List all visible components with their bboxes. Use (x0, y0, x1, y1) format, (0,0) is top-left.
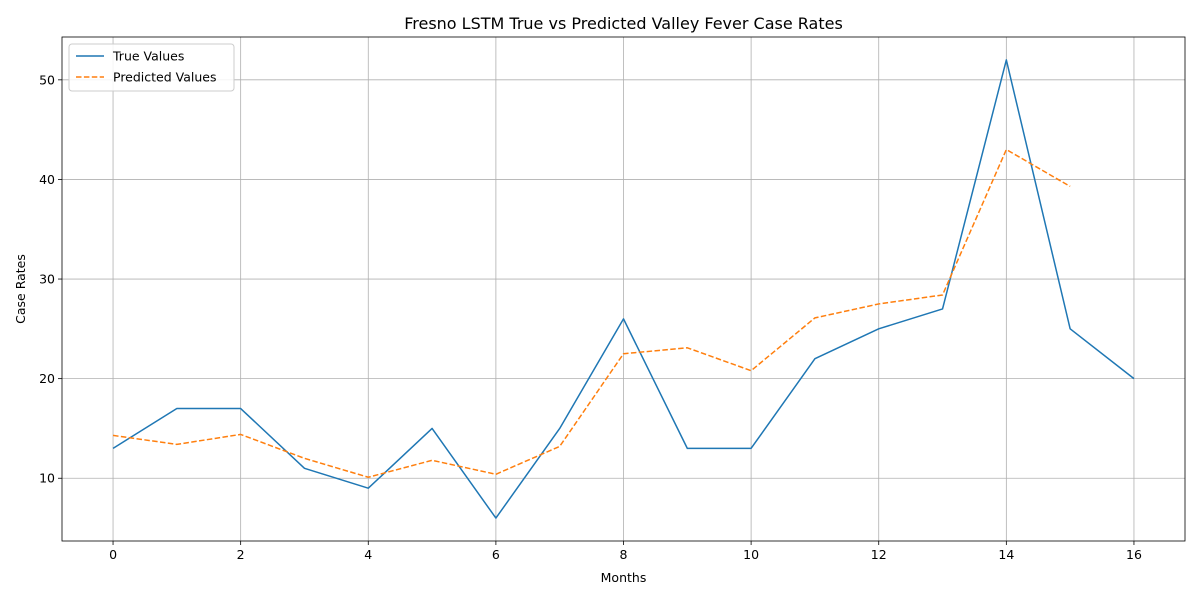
series-line-predicted (112, 148, 1071, 478)
x-tick-label: 2 (237, 547, 245, 562)
y-axis-label: Case Rates (13, 254, 28, 324)
x-tick-label: 4 (364, 547, 372, 562)
x-tick-label: 0 (109, 547, 117, 562)
series-line-true (112, 59, 1135, 519)
y-tick-label: 10 (39, 471, 55, 486)
y-tick-label: 50 (39, 72, 55, 87)
x-tick-label: 12 (871, 547, 887, 562)
y-tick-label: 20 (39, 371, 55, 386)
x-tick-label: 8 (620, 547, 628, 562)
x-axis-label: Months (601, 570, 647, 585)
legend-label: Predicted Values (113, 70, 217, 85)
chart-title: Fresno LSTM True vs Predicted Valley Fev… (404, 14, 843, 33)
series-lines (112, 59, 1135, 519)
axis-ticks: 0 2 4 6 8 10 12 14 16 10 20 30 40 50 (39, 72, 1142, 562)
y-tick-label: 30 (39, 272, 55, 287)
grid (62, 37, 1185, 541)
x-tick-label: 10 (743, 547, 759, 562)
legend-label: True Values (112, 49, 184, 64)
legend: True Values Predicted Values (68, 43, 235, 92)
legend-box (68, 43, 235, 92)
x-tick-label: 16 (1126, 547, 1142, 562)
x-tick-label: 6 (492, 547, 500, 562)
x-tick-label: 14 (998, 547, 1014, 562)
y-tick-label: 40 (39, 172, 55, 187)
